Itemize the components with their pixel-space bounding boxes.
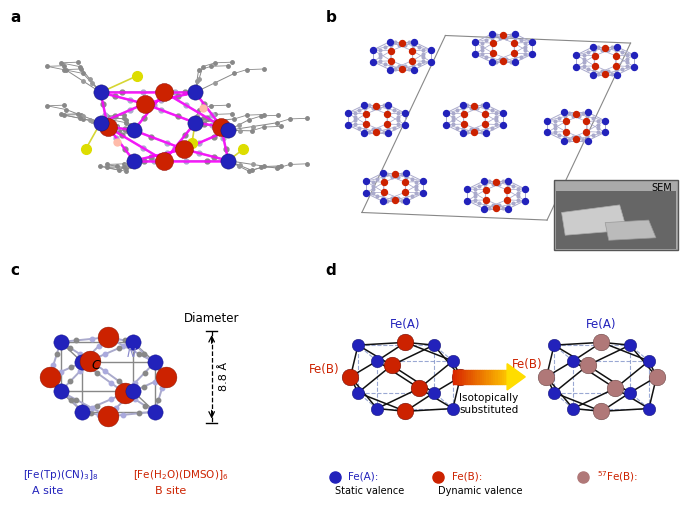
Text: C: C [92,359,101,372]
Text: b: b [325,10,336,25]
Polygon shape [477,370,480,384]
Polygon shape [464,370,466,384]
Polygon shape [495,370,498,384]
Text: Fe(B):: Fe(B): [451,472,482,482]
Text: A site: A site [32,486,64,495]
Polygon shape [498,370,500,384]
Text: N: N [127,347,136,360]
Text: 8.8 Å: 8.8 Å [219,362,229,392]
Polygon shape [462,370,464,384]
Polygon shape [493,370,495,384]
Text: $^{57}$Fe(B):: $^{57}$Fe(B): [597,470,638,484]
Polygon shape [460,370,462,384]
Polygon shape [453,370,455,384]
Text: SEM: SEM [651,183,672,192]
Polygon shape [507,364,525,390]
Polygon shape [484,370,486,384]
Polygon shape [473,370,475,384]
Text: d: d [325,263,336,278]
Polygon shape [504,370,507,384]
Text: Diameter: Diameter [184,312,240,325]
Text: Static valence: Static valence [335,486,404,495]
Bar [556,191,676,249]
Polygon shape [488,370,491,384]
Polygon shape [486,370,488,384]
Text: Fe(A): Fe(A) [390,318,421,331]
Text: Fe(A): Fe(A) [586,318,616,331]
Polygon shape [507,370,509,384]
Text: Isotopically
substituted: Isotopically substituted [460,393,519,415]
Text: [Fe(Tp)(CN)$_3$]$_8$: [Fe(Tp)(CN)$_3$]$_8$ [23,469,99,482]
Polygon shape [457,370,460,384]
Text: c: c [10,263,19,278]
Text: [Fe(H$_2$O)(DMSO)]$_6$: [Fe(H$_2$O)(DMSO)]$_6$ [133,469,228,482]
Polygon shape [475,370,477,384]
Polygon shape [469,370,471,384]
Polygon shape [500,370,502,384]
Polygon shape [455,370,457,384]
Polygon shape [466,370,469,384]
Polygon shape [491,370,493,384]
Polygon shape [502,370,504,384]
Polygon shape [605,220,656,240]
Polygon shape [562,205,627,235]
Text: Fe(B): Fe(B) [309,363,340,376]
Text: a: a [10,10,21,25]
Text: Fe(B): Fe(B) [512,358,543,370]
Text: B site: B site [155,486,186,495]
Polygon shape [471,370,473,384]
Polygon shape [482,370,484,384]
Bar [554,180,677,250]
Text: Dynamic valence: Dynamic valence [438,486,523,495]
Polygon shape [479,370,482,384]
Text: Fe(A):: Fe(A): [348,472,379,482]
